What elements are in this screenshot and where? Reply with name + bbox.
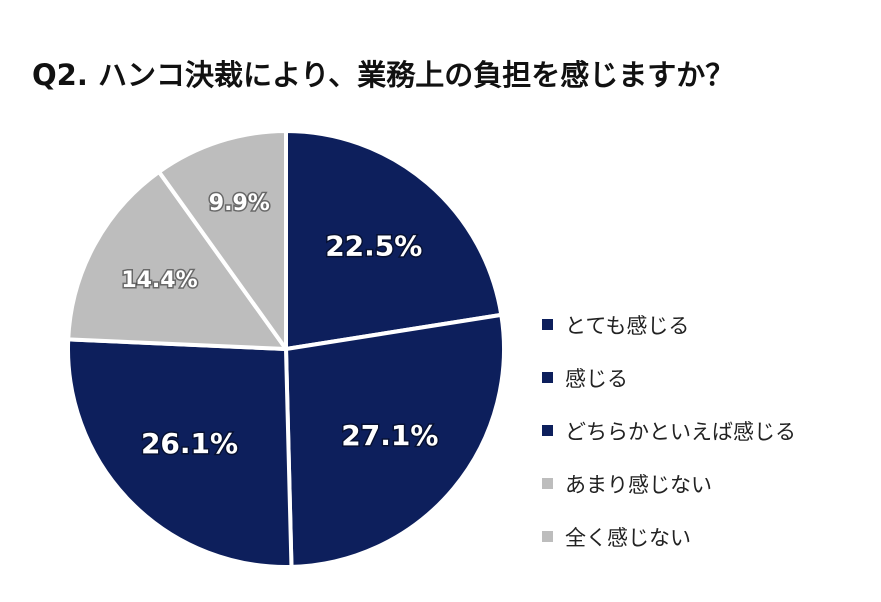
legend-swatch — [542, 319, 553, 330]
legend-item-3: どちらかといえば感じる — [542, 404, 796, 457]
pie-labels: 22.5% 27.1% 26.1% 14.4% 9.9% — [120, 190, 440, 462]
legend-label: あまり感じない — [565, 472, 712, 497]
legend: とても感じる 感じるどちらかといえば感じる あまり感じない 全く感じない — [542, 298, 796, 563]
legend-label: 感じる — [565, 366, 628, 391]
chart-title: Q2. ハンコ決裁により、業務上の負担を感じますか？ — [32, 58, 735, 92]
legend-swatch — [542, 531, 553, 542]
pie-slice-2 — [284, 312, 506, 569]
slice-label-4: 14.4% — [121, 268, 197, 293]
legend-item-2: 感じる — [542, 351, 796, 404]
pie-slice-4 — [66, 169, 288, 351]
legend-item-1: とても感じる — [542, 298, 796, 351]
legend-swatch — [542, 372, 553, 383]
slice-label-3: 26.1% — [141, 427, 238, 460]
slice-label-5: 9.9% — [209, 191, 270, 216]
pie-slice-5 — [156, 129, 288, 351]
legend-label: どちらかといえば感じる — [565, 419, 796, 444]
pie-slice-1 — [284, 129, 504, 351]
legend-swatch — [542, 478, 553, 489]
legend-item-4: あまり感じない — [542, 457, 796, 510]
legend-label: 全く感じない — [565, 525, 691, 550]
slice-label-2: 27.1% — [341, 419, 438, 452]
legend-label: とても感じる — [565, 313, 690, 338]
legend-swatch — [542, 425, 553, 436]
pie-slices — [66, 129, 506, 569]
legend-item-5: 全く感じない — [542, 510, 796, 563]
pie-slice-3 — [66, 337, 294, 569]
slice-label-1: 22.5% — [325, 230, 422, 263]
